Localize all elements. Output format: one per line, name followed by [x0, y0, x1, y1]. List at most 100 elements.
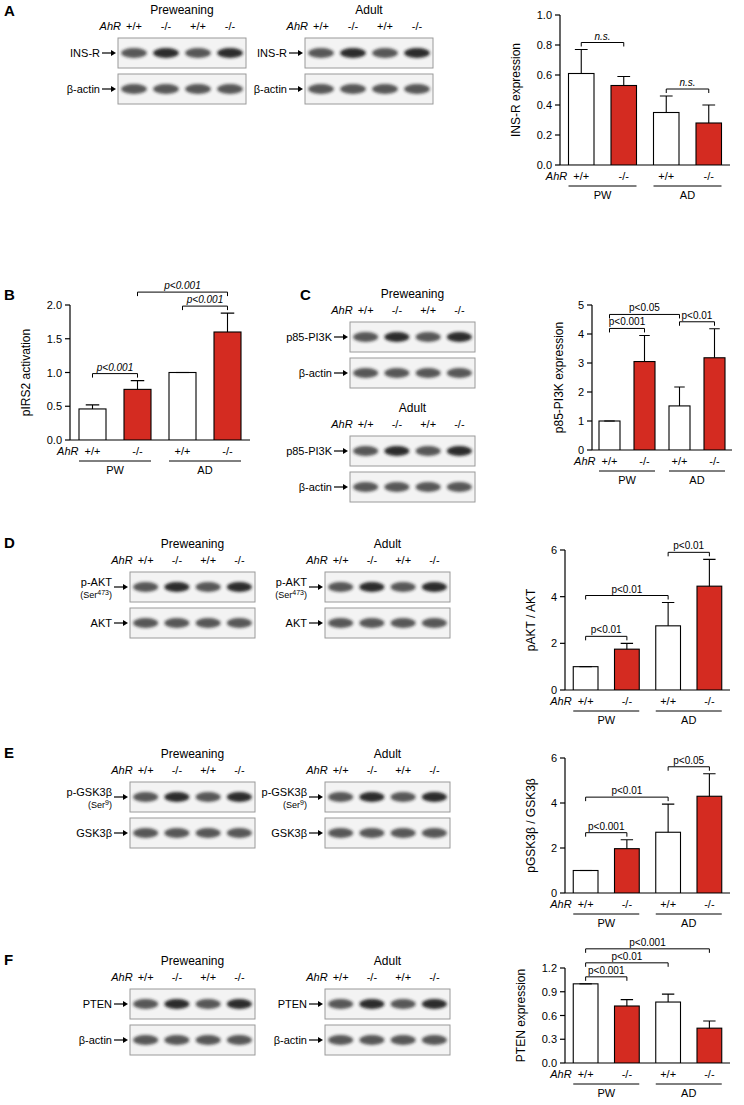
- blot-title: Adult: [374, 747, 402, 761]
- y-tick-label: 2: [551, 637, 557, 649]
- lane-label: +/+: [420, 304, 436, 316]
- band-arrowhead: [318, 1037, 323, 1043]
- plot-marks: [573, 984, 722, 1063]
- bar: [656, 1002, 681, 1063]
- category-label: -/-: [622, 898, 633, 910]
- significance-bracket: [610, 328, 645, 332]
- bar: [697, 586, 722, 690]
- band-sublabel: (Ser9): [283, 799, 307, 811]
- sublabel-part: 473: [292, 589, 304, 596]
- sublabel-part: (Ser: [283, 800, 300, 810]
- blot-band: [359, 618, 384, 628]
- blot-strip: [325, 818, 450, 848]
- blot-band: [217, 84, 243, 94]
- blot-band: [121, 48, 147, 58]
- band-arrowhead: [298, 50, 303, 56]
- significance-bracket: [666, 89, 709, 93]
- band-label: p-GSK3β: [262, 786, 307, 798]
- sublabel-part: (Ser: [88, 800, 105, 810]
- category-label: +/+: [602, 455, 618, 467]
- blot-band: [422, 792, 447, 802]
- sublabel-part: 473: [97, 589, 109, 596]
- group-line: [573, 711, 639, 712]
- x-axis-label: AhR: [573, 455, 595, 467]
- blot-band: [196, 828, 221, 838]
- blot-strip: [305, 38, 433, 68]
- y-tick: [587, 333, 592, 334]
- sublabel-part: ): [109, 590, 112, 600]
- blot-band: [164, 618, 189, 628]
- sublabel-part: ): [109, 800, 112, 810]
- lane-label: -/-: [367, 971, 378, 983]
- blot-title: Preweaning: [161, 747, 224, 761]
- blot-band: [164, 999, 189, 1009]
- error-bar: [131, 381, 145, 390]
- significance-bracket: [138, 292, 228, 296]
- blot-strip: [118, 74, 246, 104]
- lane-label: +/+: [138, 764, 154, 776]
- blot-band: [422, 1035, 447, 1045]
- bar: [656, 626, 681, 690]
- category-label: +/+: [660, 695, 676, 707]
- y-tick: [587, 391, 592, 392]
- y-tick: [560, 596, 565, 597]
- significance-label: p<0.01: [611, 785, 642, 796]
- error-bar: [621, 840, 633, 849]
- category-label: -/-: [622, 1068, 633, 1080]
- bar: [573, 871, 598, 894]
- sublabel-part: ): [304, 800, 307, 810]
- significance-label: p<0.001: [588, 821, 625, 832]
- error-bar: [674, 387, 685, 406]
- y-tick-label: 4: [551, 591, 557, 603]
- band-arrowhead: [111, 86, 116, 92]
- lane-label: -/-: [234, 554, 245, 566]
- lane-label: +/+: [138, 971, 154, 983]
- group-label: PW: [597, 714, 615, 726]
- y-tick-label: 0.3: [542, 1033, 557, 1045]
- blot-band: [340, 84, 366, 94]
- significance-bracket: [586, 797, 669, 801]
- band-label: β-actin: [299, 367, 332, 379]
- blot-strip: [325, 989, 450, 1019]
- significance-label: p<0.001: [609, 316, 646, 327]
- significance-bracket: [586, 833, 627, 837]
- y-axis-label: pGSK3β / GSK3β: [524, 778, 538, 873]
- band-label: PTEN: [83, 998, 112, 1010]
- error-bar: [579, 666, 591, 667]
- band-sublabel: (Ser9): [88, 799, 112, 811]
- significance-label: p<0.01: [673, 540, 704, 551]
- lane-label: +/+: [395, 764, 411, 776]
- blot-band: [416, 446, 441, 456]
- y-tick: [587, 420, 592, 421]
- y-tick-label: 1.0: [47, 367, 62, 379]
- blot-strip: [130, 572, 255, 602]
- blot-strip: [350, 358, 475, 388]
- bar: [573, 984, 598, 1063]
- group-label: AD: [681, 917, 696, 929]
- bar: [214, 332, 241, 440]
- y-axis-label: p85-PI3K expression: [552, 322, 566, 433]
- error-bar: [604, 420, 615, 421]
- bar: [669, 406, 690, 450]
- blot-band: [328, 618, 353, 628]
- group-line: [656, 711, 722, 712]
- bar: [124, 389, 151, 440]
- error-bar: [660, 96, 673, 113]
- blot-band: [422, 582, 447, 592]
- blot-band: [227, 999, 252, 1009]
- y-tick: [587, 304, 592, 305]
- genotype-label: AhR: [110, 554, 132, 566]
- significance-label: p<0.05: [629, 302, 660, 313]
- y-axis-label: INS-R expression: [509, 43, 523, 137]
- blot-band: [328, 828, 353, 838]
- band-sublabel: (Ser473): [80, 589, 112, 601]
- x-axis-label: AhR: [549, 1068, 571, 1080]
- band-label: β-actin: [254, 83, 287, 95]
- genotype-label: AhR: [99, 20, 121, 32]
- y-tick-label: 0.4: [537, 99, 552, 111]
- bar: [704, 358, 725, 450]
- y-tick: [560, 1015, 565, 1016]
- group-line: [169, 461, 241, 462]
- sublabel-part: (Ser: [80, 590, 97, 600]
- bar: [79, 409, 106, 440]
